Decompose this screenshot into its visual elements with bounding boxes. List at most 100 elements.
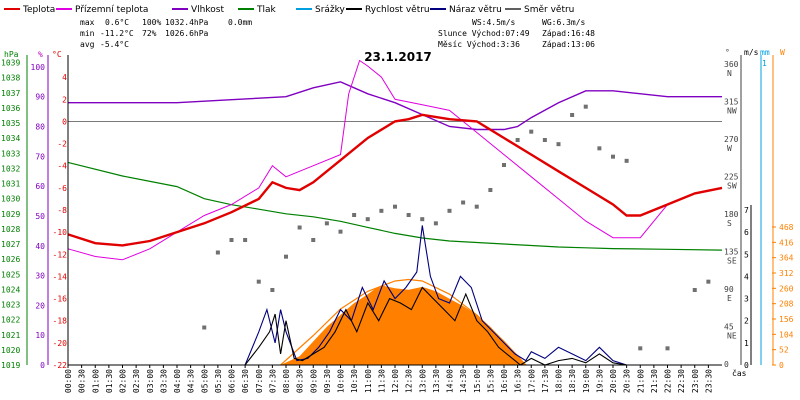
wind-direction-point <box>229 238 234 242</box>
hpa-tick-label: 1039 <box>1 59 20 68</box>
hpa-tick-label: 1026 <box>1 255 20 264</box>
legend-label: Přízemní teplota <box>75 5 148 15</box>
x-tick-label: 07:30 <box>268 369 277 393</box>
wind-direction-point <box>624 158 629 163</box>
x-tick-label: 16:30 <box>514 369 523 393</box>
stat-sun-set: Západ:16:48 <box>542 29 595 38</box>
x-tick-label: 03:30 <box>159 369 168 393</box>
wind-direction-point <box>352 213 357 217</box>
legend-item: Tlak <box>238 5 277 15</box>
wind-direction-point <box>638 346 643 351</box>
pct-tick-label: 100 <box>31 63 46 72</box>
x-tick-label: 08:00 <box>282 369 291 393</box>
stats-block: max 0.6°C 100% 1032.4hPa 0.0mm min -11.2… <box>80 18 595 49</box>
pct-tick-label: 90 <box>35 93 45 102</box>
x-tick-label: 21:30 <box>650 369 659 393</box>
hpa-unit: hPa <box>4 50 19 59</box>
legend-label: Vlhkost <box>191 5 224 15</box>
x-tick-label: 17:30 <box>541 369 550 393</box>
wind-direction-point <box>256 279 261 284</box>
wind-direction-point <box>420 217 425 222</box>
x-tick-label: 21:00 <box>636 369 645 393</box>
deg-tick-label: 270 <box>724 135 739 144</box>
hpa-tick-label: 1035 <box>1 119 20 128</box>
hpa-tick-label: 1027 <box>1 240 20 249</box>
x-tick-label: 05:30 <box>214 369 223 393</box>
wind-direction-point <box>488 188 493 192</box>
deg-direction-label: SW <box>727 182 737 191</box>
c-tick-label: 4 <box>62 73 67 82</box>
x-tick-label: 01:00 <box>91 369 100 393</box>
c-tick-label: -14 <box>53 272 68 281</box>
deg-tick-label: 45 <box>724 323 734 332</box>
ms-tick-label: 7 <box>744 206 749 215</box>
x-tick-label: 10:00 <box>337 369 346 393</box>
x-tick-label: 11:30 <box>377 369 386 393</box>
wm2-tick-label: 468 <box>779 223 794 232</box>
temperature-line <box>67 113 723 247</box>
hpa-tick-label: 1022 <box>1 316 20 325</box>
pct-tick-label: 80 <box>35 123 45 132</box>
ms-tick-label: 0 <box>744 361 749 370</box>
legend-label: Rychlost větru <box>365 5 430 15</box>
c-tick-label: -8 <box>57 206 67 215</box>
wm2-tick-label: 208 <box>779 300 794 309</box>
x-tick-label: 10:30 <box>350 369 359 393</box>
hpa-tick-label: 1029 <box>1 210 20 219</box>
deg-tick-label: 0 <box>724 360 729 369</box>
x-tick-label: 22:00 <box>664 369 673 393</box>
deg-tick-label: 225 <box>724 173 739 182</box>
x-tick-label: 07:00 <box>255 369 264 393</box>
c-tick-label: 2 <box>62 95 67 104</box>
stat-max-hum: 100% <box>142 18 161 27</box>
wm2-tick-label: 416 <box>779 238 794 247</box>
hpa-tick-label: 1038 <box>1 74 20 83</box>
c-tick-label: -16 <box>53 295 68 304</box>
pct-tick-label: 30 <box>35 272 45 281</box>
wind-direction-point <box>215 250 220 255</box>
wind-direction-point <box>583 104 588 109</box>
wind-direction-point <box>529 129 534 134</box>
c-tick-label: -6 <box>57 184 67 193</box>
pct-tick-label: 10 <box>35 331 45 340</box>
wind-direction-point <box>243 238 248 242</box>
hpa-tick-label: 1031 <box>1 180 20 189</box>
wind-direction-point <box>597 146 602 151</box>
x-tick-label: 06:30 <box>241 369 250 393</box>
wind-direction-point <box>338 229 343 234</box>
wind-direction-point <box>515 138 520 142</box>
x-tick-label: 15:00 <box>473 369 482 393</box>
wm2-tick-label: 52 <box>779 346 789 355</box>
legend-label: Srážky <box>315 5 346 15</box>
chart-title: 23.1.2017 <box>364 50 432 64</box>
stat-wg: WG:6.3m/s <box>542 18 586 27</box>
wind-direction-point <box>706 279 711 284</box>
x-tick-label: 02:00 <box>119 369 128 393</box>
wind-direction-point <box>202 325 207 330</box>
ms-tick-label: 2 <box>744 317 749 326</box>
pct-tick-label: 0 <box>40 361 45 370</box>
legend-item: Přízemní teplota <box>56 5 148 15</box>
wind-direction-point <box>270 288 275 292</box>
hpa-tick-label: 1030 <box>1 195 20 204</box>
x-tick-label: 17:00 <box>527 369 536 393</box>
c-tick-label: -22 <box>53 361 68 370</box>
x-tick-label: 06:00 <box>228 369 237 393</box>
wind-direction-point <box>665 346 670 351</box>
x-tick-label: 16:00 <box>500 369 509 393</box>
deg-direction-label: NE <box>727 332 737 341</box>
ms-tick-label: 4 <box>744 272 749 281</box>
pct-tick-label: 60 <box>35 182 45 191</box>
stat-moon-set: Západ:13:06 <box>542 40 595 49</box>
ms-tick-label: 6 <box>744 228 749 237</box>
pct-tick-label: 20 <box>35 301 45 310</box>
x-tick-label: 09:00 <box>309 369 318 393</box>
x-tick-label: 23:30 <box>704 369 713 393</box>
x-tick-label: 01:30 <box>105 369 114 393</box>
pct-tick-label: 50 <box>35 212 45 221</box>
x-tick-label: 13:30 <box>432 369 441 393</box>
stat-ws: WS:4.5m/s <box>472 18 516 27</box>
ms-tick-label: 1 <box>744 339 749 348</box>
x-tick-label: 05:00 <box>200 369 209 393</box>
deg-direction-label: W <box>727 144 732 153</box>
